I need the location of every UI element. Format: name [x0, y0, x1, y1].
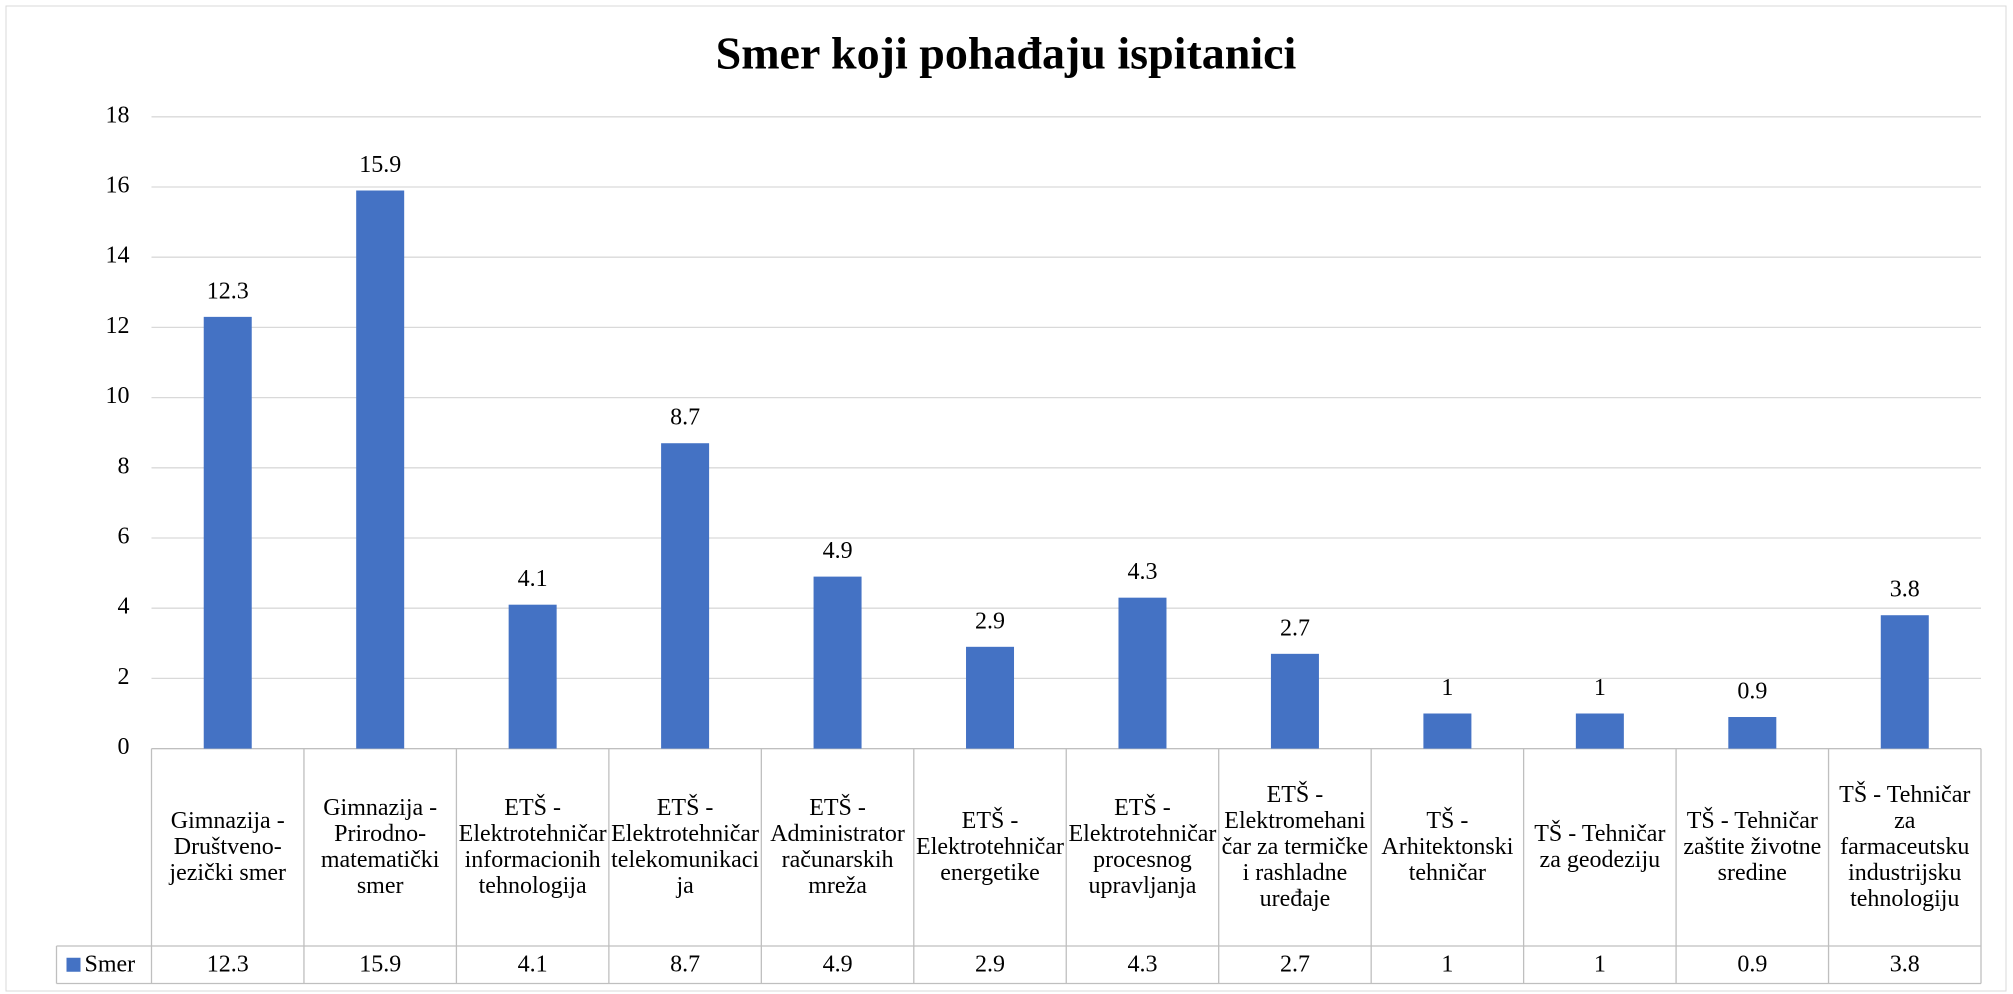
data-label: 1	[1441, 675, 1453, 701]
x-tick-label: TŠ - Tehničar za farmaceutsku industrijs…	[1839, 782, 1971, 913]
table-value: 1	[1594, 951, 1606, 977]
chart-title: Smer koji pohađaju ispitanici	[716, 28, 1297, 79]
bar	[813, 576, 862, 749]
bar	[1423, 713, 1472, 749]
data-label: 2.9	[975, 608, 1005, 634]
x-tick-cell: TŠ - Tehničar za geodeziju	[1534, 821, 1666, 874]
table-value: 15.9	[359, 951, 401, 977]
data-label: 4.3	[1127, 559, 1157, 585]
y-tick-label: 10	[106, 383, 130, 409]
x-tick-label: TŠ - Tehničar zaštite životne sredine	[1683, 808, 1822, 887]
x-tick-cell: ETŠ - Elektrotehničar energetike	[916, 808, 1064, 887]
data-label: 3.8	[1890, 577, 1920, 603]
bar	[1728, 717, 1777, 749]
table-value: 4.1	[518, 951, 548, 977]
table-value: 8.7	[670, 951, 700, 977]
x-tick-cell: ETŠ - Elektrotehničar informacionih tehn…	[458, 795, 607, 900]
y-tick-label: 14	[106, 243, 130, 269]
data-label: 12.3	[207, 278, 249, 304]
bar	[1118, 597, 1167, 749]
bar	[1880, 615, 1929, 749]
x-tick-cell: ETŠ - Elektrotehničar procesnog upravlja…	[1068, 795, 1217, 900]
bar	[661, 443, 710, 749]
bar	[1575, 713, 1624, 749]
table-value: 1	[1441, 951, 1453, 977]
data-label: 4.1	[518, 566, 548, 592]
data-label: 8.7	[670, 405, 700, 431]
x-tick-label: ETŠ - Administrator računarskih mreža	[770, 795, 905, 900]
x-tick-cell: ETŠ - Administrator računarskih mreža	[770, 795, 905, 900]
bar	[966, 646, 1015, 749]
x-tick-label: ETŠ - Elektrotehničar telekomunikacija	[611, 795, 760, 900]
y-tick-label: 6	[118, 524, 130, 550]
x-tick-label: TŠ - Arhitektonski tehničar	[1381, 808, 1514, 887]
y-tick-label: 2	[118, 664, 130, 690]
y-tick-label: 8	[118, 453, 130, 479]
table-value: 2.7	[1280, 951, 1310, 977]
data-label: 0.9	[1737, 679, 1767, 705]
y-tick-label: 18	[106, 102, 130, 128]
x-tick-cell: TŠ - Tehničar za farmaceutsku industrijs…	[1839, 782, 1971, 913]
data-label: 2.7	[1280, 615, 1310, 641]
x-tick-label: ETŠ - Elektrotehničar procesnog upravlja…	[1068, 795, 1217, 900]
table-value: 0.9	[1737, 951, 1767, 977]
legend-label: Smer	[85, 951, 136, 977]
y-tick-label: 12	[106, 313, 130, 339]
table-value: 4.3	[1127, 951, 1157, 977]
x-tick-label: ETŠ - Elektromehaničar za termičke i ras…	[1221, 782, 1369, 913]
x-tick-cell: Gimnazija - Prirodno-matematički smer	[320, 795, 440, 900]
bar	[508, 604, 557, 749]
x-tick-cell: TŠ - Tehničar zaštite životne sredine	[1683, 808, 1822, 887]
legend-swatch	[66, 957, 81, 972]
data-label: 4.9	[823, 538, 853, 564]
x-tick-label: ETŠ - Elektrotehničar informacionih tehn…	[458, 795, 607, 900]
x-tick-cell: Gimnazija - Društveno-jezički smer	[169, 808, 287, 887]
table-value: 2.9	[975, 951, 1005, 977]
y-tick-label: 4	[118, 594, 130, 620]
data-label: 1	[1594, 675, 1606, 701]
table-value: 12.3	[207, 951, 249, 977]
bar	[356, 190, 405, 749]
table-value: 3.8	[1890, 951, 1920, 977]
y-tick-label: 16	[106, 173, 130, 199]
x-tick-label: ETŠ - Elektrotehničar energetike	[916, 808, 1064, 887]
x-tick-label: TŠ - Tehničar za geodeziju	[1534, 821, 1666, 874]
bar	[203, 316, 252, 749]
chart-frame	[5, 5, 2007, 992]
y-tick-label: 0	[118, 734, 130, 760]
x-tick-label: Gimnazija - Prirodno-matematički smer	[320, 795, 440, 900]
x-tick-label: Gimnazija - Društveno-jezički smer	[169, 808, 287, 887]
x-tick-cell: ETŠ - Elektromehaničar za termičke i ras…	[1221, 782, 1369, 913]
table-value: 4.9	[823, 951, 853, 977]
data-label: 15.9	[359, 152, 401, 178]
x-tick-cell: TŠ - Arhitektonski tehničar	[1381, 808, 1514, 887]
x-tick-cell: ETŠ - Elektrotehničar telekomunikacija	[611, 795, 760, 900]
bar	[1270, 653, 1319, 749]
